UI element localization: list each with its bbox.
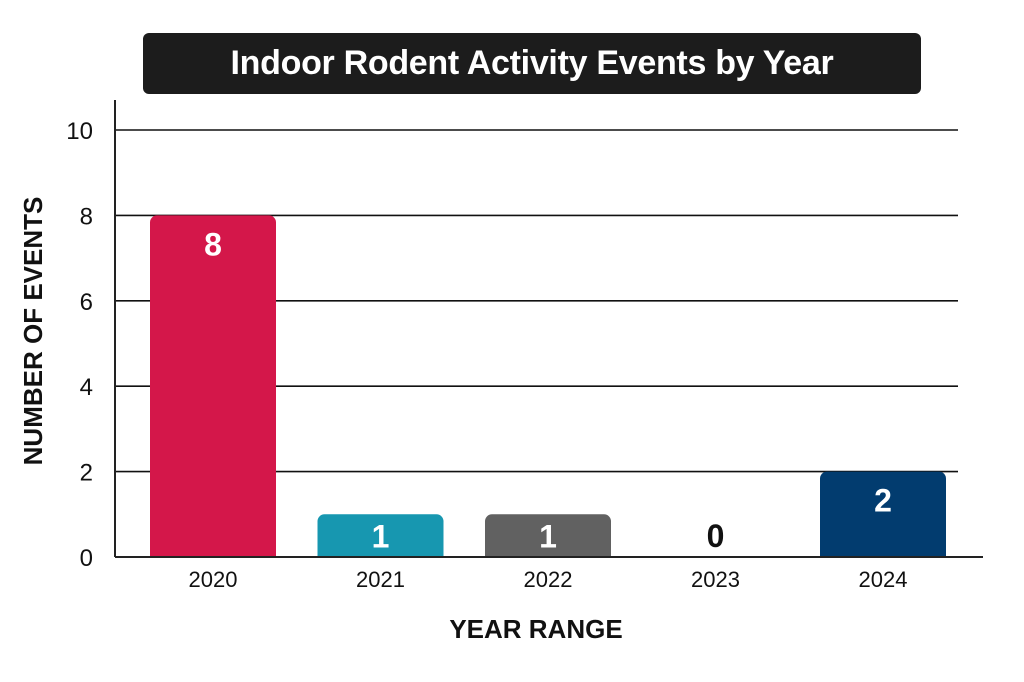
- x-axis-title: YEAR RANGE: [449, 614, 622, 644]
- bar-base-mask: [316, 558, 445, 566]
- bar-value-label: 8: [204, 226, 222, 262]
- bar-base-mask: [819, 558, 947, 566]
- y-tick-label: 2: [80, 460, 93, 487]
- y-axis-ticks: 0 2 4 6 8 10: [66, 118, 93, 572]
- bar-value-label: 0: [707, 518, 725, 554]
- x-tick-label: 2024: [859, 567, 908, 592]
- x-axis-ticks: 2020 2021 2022 2023 2024: [189, 567, 908, 592]
- bar-2021: [317, 514, 444, 563]
- y-tick-label: 10: [66, 118, 93, 145]
- x-tick-label: 2022: [524, 567, 573, 592]
- y-tick-label: 0: [80, 545, 93, 572]
- bar-base-mask: [484, 558, 612, 566]
- y-tick-label: 8: [80, 203, 93, 230]
- x-tick-label: 2023: [691, 567, 740, 592]
- x-tick-label: 2021: [356, 567, 405, 592]
- bar-2020: [150, 215, 276, 563]
- bar-value-label: 1: [539, 519, 557, 555]
- bar-value-label: 2: [874, 483, 892, 519]
- y-axis-title: NUMBER OF EVENTS: [18, 197, 48, 466]
- y-tick-label: 4: [80, 374, 93, 401]
- x-tick-label: 2020: [189, 567, 238, 592]
- bars: 8 1 1 0 2: [149, 215, 947, 566]
- bar-base-mask: [149, 558, 277, 566]
- bar-value-label: 1: [372, 519, 390, 555]
- bar-2022: [485, 514, 611, 563]
- y-tick-label: 6: [80, 289, 93, 316]
- chart-title: Indoor Rodent Activity Events by Year: [230, 44, 834, 82]
- chart-title-bar: Indoor Rodent Activity Events by Year: [143, 33, 921, 94]
- bar-2024: [820, 471, 946, 563]
